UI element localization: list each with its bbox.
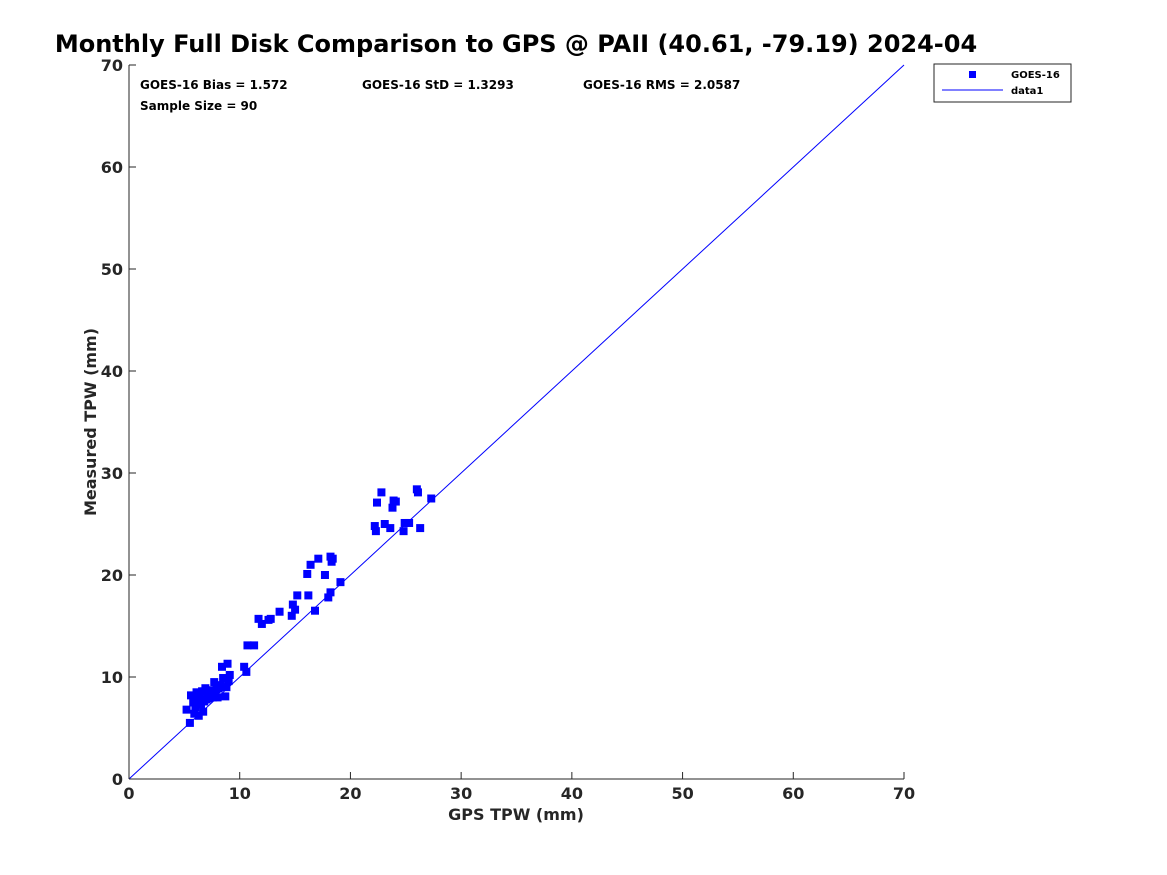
x-tick-label: 50 xyxy=(671,784,693,803)
data-point xyxy=(219,674,228,683)
y-tick-label: 20 xyxy=(101,566,123,585)
data-point xyxy=(405,518,414,527)
data-point xyxy=(400,518,409,527)
data-point xyxy=(223,659,232,668)
data-point xyxy=(208,686,217,695)
data-point xyxy=(377,488,386,497)
y-tick-label: 70 xyxy=(101,56,123,75)
data-point xyxy=(373,498,381,507)
data-point xyxy=(243,641,252,650)
data-point xyxy=(324,593,333,602)
chart-title: Monthly Full Disk Comparison to GPS @ PA… xyxy=(55,30,977,58)
plot-area xyxy=(128,64,905,780)
data-point xyxy=(275,607,284,616)
y-axis: 0 10 20 30 40 50 60 70 xyxy=(101,56,136,789)
data-point xyxy=(190,709,199,718)
data-point xyxy=(216,681,225,690)
data-point xyxy=(416,524,425,533)
x-tick-label: 10 xyxy=(229,784,251,803)
data-point xyxy=(326,588,335,597)
data-point xyxy=(224,677,233,686)
data-point xyxy=(336,578,345,587)
rms-stat: GOES-16 RMS = 2.0587 xyxy=(583,78,740,92)
data-point xyxy=(210,678,219,687)
data-point xyxy=(218,662,226,671)
data-point xyxy=(225,670,234,679)
x-tick-label: 0 xyxy=(123,784,134,803)
data-point xyxy=(204,694,213,703)
legend-label-data1: data1 xyxy=(1011,86,1043,97)
x-tick-label: 60 xyxy=(782,784,804,803)
data-point xyxy=(306,560,315,569)
x-axis: 0 10 20 30 40 50 60 70 xyxy=(123,772,915,803)
data-point xyxy=(189,698,198,707)
x-tick-label: 20 xyxy=(339,784,361,803)
x-tick-label: 30 xyxy=(450,784,472,803)
data-point xyxy=(388,503,397,512)
std-stat: GOES-16 StD = 1.3293 xyxy=(362,78,514,92)
data-point xyxy=(303,569,312,578)
data-point xyxy=(195,693,204,702)
y-tick-label: 0 xyxy=(112,770,123,789)
data-point xyxy=(380,520,389,528)
legend-label-goes16: GOES-16 xyxy=(1011,70,1060,81)
y-tick-label: 60 xyxy=(101,158,123,177)
data-point xyxy=(266,614,275,623)
sample-size-stat: Sample Size = 90 xyxy=(140,99,257,113)
y-axis-label: Measured TPW (mm) xyxy=(81,328,100,516)
x-tick-label: 40 xyxy=(561,784,583,803)
data-point xyxy=(242,667,251,676)
data-point xyxy=(213,693,222,702)
data-point xyxy=(199,707,208,716)
data-point xyxy=(287,611,296,620)
legend: GOES-16 data1 xyxy=(933,63,1072,103)
data-point xyxy=(191,703,200,712)
y-tick-label: 50 xyxy=(101,260,123,279)
data-point xyxy=(311,606,319,615)
data-point xyxy=(328,554,337,563)
data-point xyxy=(370,522,379,531)
data-point xyxy=(288,600,297,609)
bias-stat: GOES-16 Bias = 1.572 xyxy=(140,78,288,92)
x-axis-label: GPS TPW (mm) xyxy=(448,805,584,824)
data-point xyxy=(399,527,408,536)
data-point xyxy=(304,591,313,600)
data-point xyxy=(187,691,195,700)
data-point xyxy=(240,662,249,671)
data-point xyxy=(194,711,203,720)
data-point xyxy=(250,641,259,650)
data-point xyxy=(182,705,191,714)
data-point xyxy=(291,605,300,614)
data-point xyxy=(320,571,329,579)
data-point xyxy=(222,683,231,692)
data-point xyxy=(386,524,395,533)
data-point xyxy=(293,591,302,600)
data-point xyxy=(427,494,436,503)
data-point xyxy=(192,688,201,697)
data-point xyxy=(201,684,210,693)
data-point xyxy=(413,488,422,497)
y-tick-label: 30 xyxy=(101,464,123,483)
data-point xyxy=(185,718,194,727)
y-tick-label: 40 xyxy=(101,362,123,381)
legend-marker-goes16 xyxy=(969,71,976,78)
data-point xyxy=(314,554,323,563)
data-point xyxy=(371,527,380,536)
data-point xyxy=(254,614,263,623)
reference-line xyxy=(128,64,905,780)
legend-box xyxy=(933,63,1072,103)
data-point xyxy=(391,497,400,506)
data-point xyxy=(257,619,266,628)
y-tick-label: 10 xyxy=(101,668,123,687)
data-point xyxy=(221,692,230,701)
x-tick-label: 70 xyxy=(893,784,915,803)
